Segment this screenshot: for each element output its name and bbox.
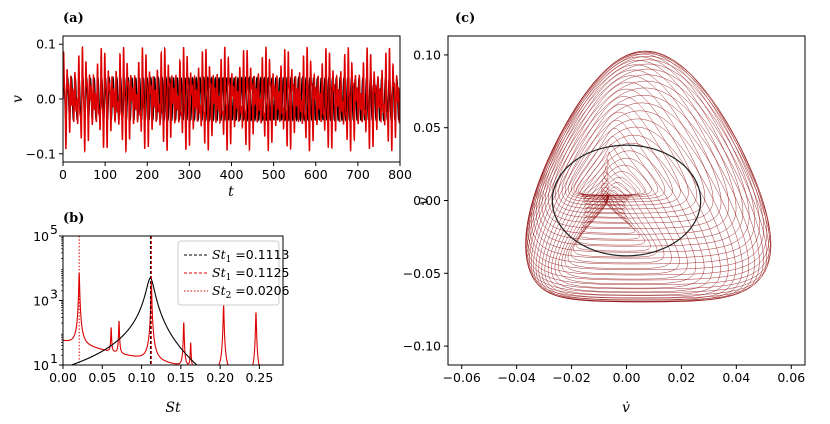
- c-xtick-label-1: −0.04: [497, 370, 535, 385]
- a-xtick-label-1: 100: [93, 167, 117, 182]
- a-xtick-label-0: 0: [59, 167, 67, 182]
- panel-c-ylabel: v: [416, 197, 432, 205]
- b-xtick-label-0: 0.00: [49, 370, 77, 385]
- a-ytick-label-1: 0.0: [36, 92, 56, 107]
- c-ytick-label-1: 0.05: [413, 120, 441, 135]
- b-ytick-exp-0: 5: [50, 222, 58, 237]
- a-xtick-label-7: 700: [346, 167, 370, 182]
- a-xtick-label-5: 500: [262, 167, 286, 182]
- legend-box: [177, 240, 280, 306]
- b-ytick-label-1: 10: [33, 294, 49, 309]
- b-ytick-exp-2: 1: [50, 351, 58, 366]
- b-ytick-exp-1: 3: [50, 287, 58, 302]
- a-ytick-label-2: −0.1: [26, 146, 56, 161]
- panel-c-xlabel: v̇: [622, 400, 630, 416]
- b-xtick-label-1: 0.05: [88, 370, 116, 385]
- legend: St1 =0.1113 St1 =0.1125 St2 =0.0206: [177, 240, 290, 306]
- c-xtick-label-4: 0.02: [668, 370, 696, 385]
- panel-a-xlabel: t: [228, 184, 234, 200]
- c-ytick-label-4: −0.10: [403, 339, 441, 354]
- panel-c-label: (c): [455, 11, 475, 26]
- c-ytick-label-0: 0.10: [413, 47, 441, 62]
- a-xtick-label-3: 300: [177, 167, 201, 182]
- panel-c-ticks: −0.06 −0.04 −0.02 0.00 0.02 0.04 0.06 0.10 0.05 0…: [403, 47, 806, 385]
- a-xtick-label-2: 200: [135, 167, 159, 182]
- b-ytick-label-2: 10: [33, 358, 49, 373]
- c-xtick-label-0: −0.06: [443, 370, 481, 385]
- panel-c: (c) −0.06 −0.04 −0.02 0.00 0.02 0.04 0.06 0.10 0…: [403, 11, 806, 416]
- b-xtick-label-3: 0.15: [167, 370, 195, 385]
- legend-entry-0: St1 =0.1113: [212, 247, 290, 265]
- a-xtick-label-6: 600: [304, 167, 328, 182]
- c-xtick-label-5: 0.04: [722, 370, 750, 385]
- b-xtick-label-2: 0.10: [128, 370, 156, 385]
- panel-a-ylabel: v: [10, 95, 26, 103]
- spectrum-red-line: [63, 273, 260, 365]
- b-xtick-label-4: 0.20: [206, 370, 234, 385]
- limit-cycle: [551, 144, 702, 257]
- spectrum-black-line: [69, 277, 198, 365]
- legend-entry-1: St1 =0.1125: [212, 265, 290, 283]
- c-ytick-label-2: 0.00: [413, 193, 441, 208]
- panel-a-label: (a): [63, 11, 84, 26]
- panel-b-label: (b): [63, 211, 84, 226]
- a-xtick-label-8: 800: [388, 167, 412, 182]
- series-a-quasi-line: [63, 45, 400, 154]
- panel-a: (a) 0 100 200 300 400 500 600 700 8000.10.0−0.1 …: [10, 11, 412, 200]
- legend-entry-2: St2 =0.0206: [212, 283, 290, 301]
- b-ytick-label-0: 10: [33, 229, 49, 244]
- c-xtick-label-2: −0.02: [552, 370, 590, 385]
- a-xtick-label-4: 400: [220, 167, 244, 182]
- panel-a-ticks: 0 100 200 300 400 500 600 700 800 0.1 0.0 −0.1: [26, 37, 412, 182]
- c-xtick-label-3: 0.00: [613, 370, 641, 385]
- a-ytick-label-0: 0.1: [36, 37, 56, 52]
- c-xtick-label-6: 0.06: [777, 370, 805, 385]
- torus-trajectory: [525, 50, 772, 303]
- b-xtick-label-5: 0.25: [246, 370, 274, 385]
- panel-b-xlabel: St: [165, 400, 181, 416]
- c-ytick-label-3: −0.05: [403, 266, 441, 281]
